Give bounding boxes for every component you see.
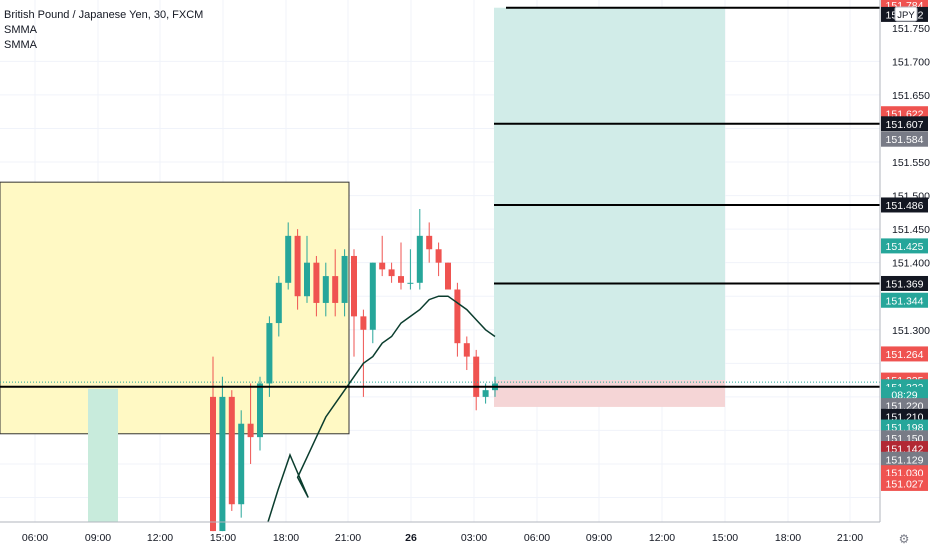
price-label-text: 151.369 [886,278,924,290]
candle-body[interactable] [219,396,226,532]
candle-body[interactable] [266,323,273,384]
candle-body[interactable] [322,276,329,303]
candle-body[interactable] [407,282,414,284]
candle-body[interactable] [313,262,320,303]
time-axis-tick: 12:00 [147,532,173,544]
time-axis-tick: 26 [405,532,417,544]
price-label-text: 151.129 [886,454,924,466]
time-axis-tick: 12:00 [649,532,675,544]
time-axis-tick: 15:00 [712,532,738,544]
time-axis-tick: 06:00 [524,532,550,544]
candle-body[interactable] [482,390,489,397]
price-label-badge[interactable] [881,131,928,147]
candle-body[interactable] [445,262,451,290]
candle-body[interactable] [463,343,470,357]
time-axis-tick: 03:00 [461,532,487,544]
candle-body[interactable] [238,423,245,505]
smma-line[interactable] [267,295,496,523]
candle-body[interactable] [341,255,348,303]
candle-body[interactable] [360,316,367,330]
price-label-badge[interactable] [881,116,928,132]
candle-body[interactable] [304,262,310,297]
time-axis-tick: 18:00 [775,532,801,544]
price-axis-tick: 151.400 [892,258,930,270]
time-axis-tick: 09:00 [586,532,612,544]
time-axis-tick: 21:00 [837,532,863,544]
candle-body[interactable] [332,276,339,303]
candle-body[interactable] [275,282,282,324]
candle-body[interactable] [369,262,376,330]
candle-body[interactable] [351,255,357,317]
legend-indicator-smma-2[interactable]: SMMA [4,39,37,51]
time-axis-tick: 15:00 [210,532,236,544]
legend-indicator-smma-1[interactable]: SMMA [4,24,37,36]
time-axis-tick: 09:00 [85,532,111,544]
candle-body[interactable] [416,235,423,283]
price-label-text: 151.344 [886,295,924,307]
price-axis-tick: 151.450 [892,224,930,236]
price-label-badge[interactable] [881,238,928,254]
price-label-badge[interactable] [881,346,928,362]
candle-body[interactable] [473,356,480,397]
price-label-badge[interactable] [881,451,928,467]
price-axis-tick: 151.750 [892,23,930,35]
price-label-badge[interactable] [881,197,928,213]
time-axis-tick: 21:00 [335,532,361,544]
candle-body[interactable] [294,235,301,297]
highlight-zone[interactable] [88,388,118,522]
price-label-text: 151.027 [886,478,924,490]
candle-body[interactable] [285,235,292,283]
price-axis-tick: 151.650 [892,90,930,102]
price-label-badge[interactable] [881,275,928,291]
currency-badge-text: JPY [897,10,915,21]
price-axis-tick: 151.700 [892,56,930,68]
price-axis-tick: 151.300 [892,325,930,337]
settings-gear-icon[interactable]: ⚙ [899,532,910,546]
candle-body[interactable] [228,396,235,505]
candle-body[interactable] [435,249,442,263]
candle-body[interactable] [247,423,254,438]
candle-body[interactable] [257,383,263,438]
price-label-text: 151.264 [886,349,924,361]
price-label-text: 151.425 [886,241,924,253]
candle-body[interactable] [210,396,216,532]
candle-body[interactable] [379,262,386,270]
chart-legend: British Pound / Japanese Yen, 30, FXCM S… [4,8,203,53]
long-position-profit-zone[interactable] [494,7,725,381]
long-position-stop-zone[interactable] [494,380,725,407]
price-label-badge[interactable] [881,292,928,308]
time-axis-tick: 18:00 [273,532,299,544]
supply-demand-zone[interactable] [0,181,350,435]
candle-body[interactable] [426,235,433,250]
price-label-badge[interactable] [881,475,928,491]
candle-body[interactable] [454,289,461,344]
candle-body[interactable] [398,276,404,283]
time-axis-tick: 06:00 [22,532,48,544]
price-label-text: 151.607 [886,119,924,131]
price-axis-tick: 151.550 [892,157,930,169]
currency-badge[interactable] [894,6,918,22]
candle-body[interactable] [388,269,395,277]
price-label-text: 151.584 [886,134,924,146]
price-label-text: 151.486 [886,200,924,212]
legend-symbol[interactable]: British Pound / Japanese Yen, 30, FXCM [4,9,204,21]
